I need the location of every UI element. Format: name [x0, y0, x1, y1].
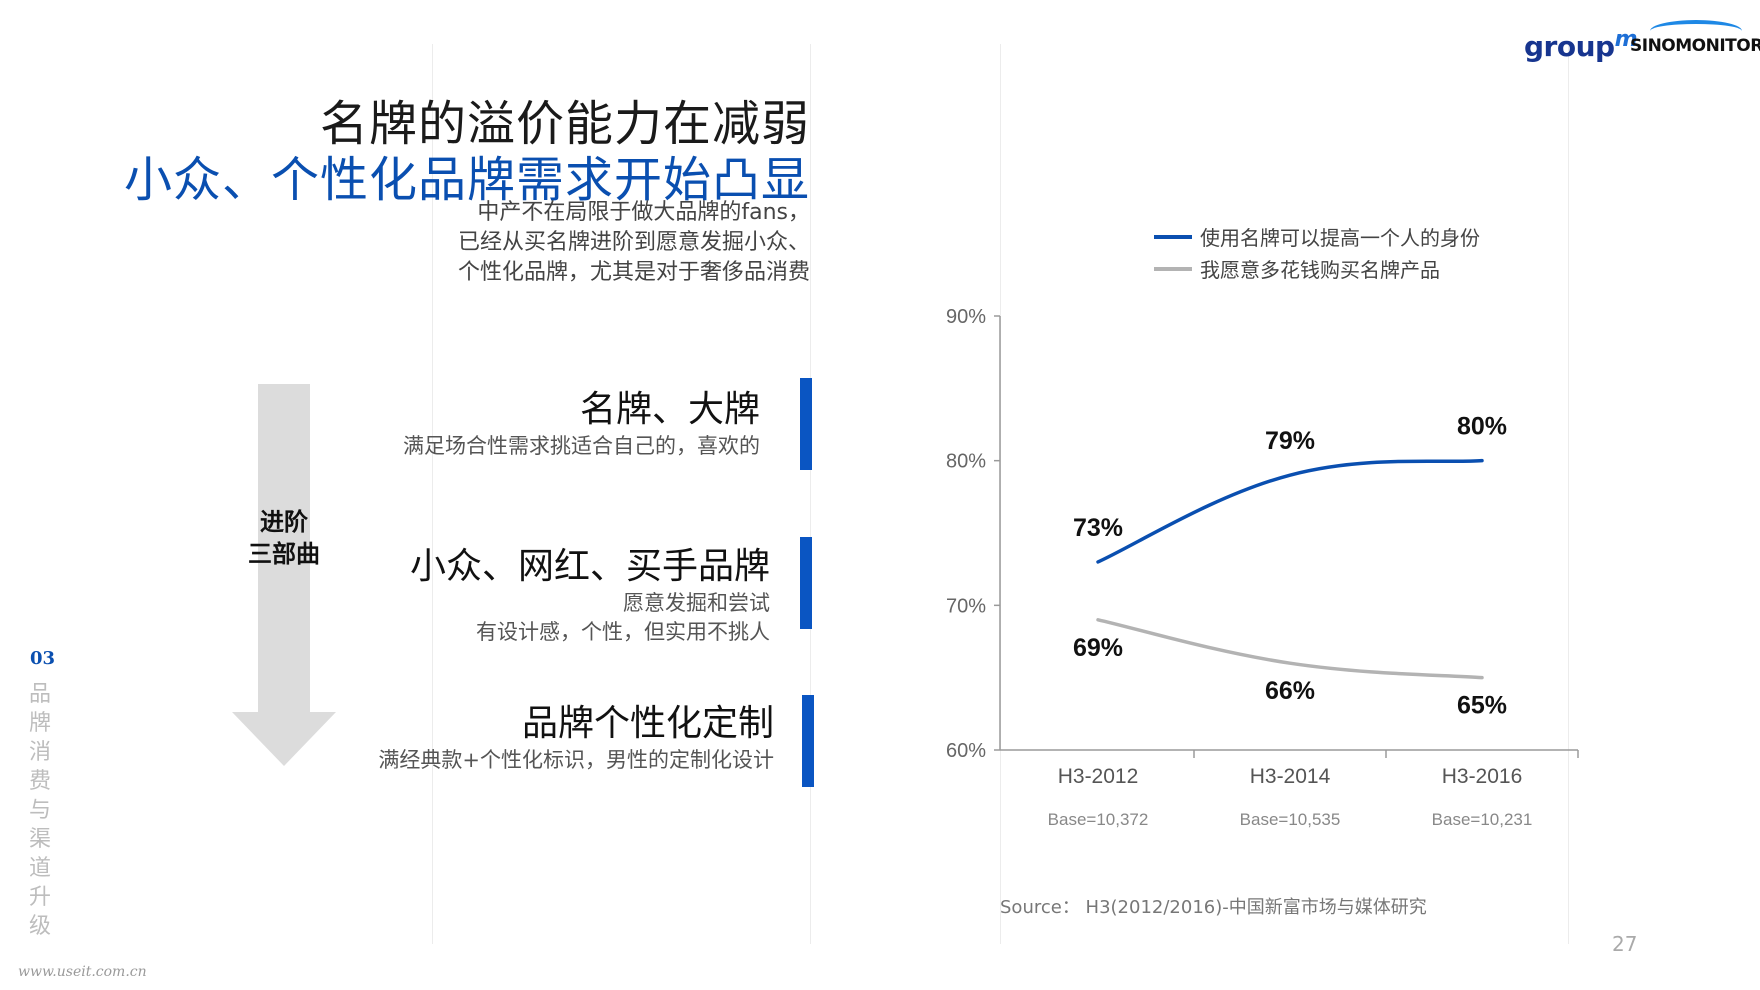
- stage-title: 名牌、大牌: [579, 389, 760, 430]
- legend-item-series-2: 我愿意多花钱购买名牌产品: [1154, 254, 1440, 283]
- legend-label: 使用名牌可以提高一个人的身份: [1200, 226, 1480, 250]
- data-label: 73%: [1073, 514, 1123, 542]
- guide-line: [432, 44, 433, 944]
- x-sublabel: Base=10,372: [1048, 810, 1149, 829]
- intro-text: 中产不在局限于做大品牌的fans， 已经从买名牌进阶到愿意发掘小众、 个性化品牌…: [458, 198, 810, 288]
- stage-2: 小众、网红、买手品牌 愿意发掘和尝试 有设计感，个性，但实用不挑人: [410, 545, 770, 647]
- stage-title: 品牌个性化定制: [521, 703, 774, 744]
- stage-bar: [800, 378, 812, 470]
- source-note: Source： H3(2012/2016)-中国新富市场与媒体研究: [1000, 897, 1427, 918]
- data-label: 79%: [1265, 427, 1315, 455]
- x-sublabel: Base=10,535: [1240, 810, 1341, 829]
- intro-line: 已经从买名牌进阶到愿意发掘小众、: [457, 230, 810, 255]
- guide-line: [810, 44, 811, 944]
- series-line-1: [1096, 458, 1484, 564]
- series-line-2: [1096, 618, 1484, 680]
- arrow-label: 进阶 三部曲: [248, 508, 320, 568]
- stage-bar: [800, 537, 812, 629]
- x-tick-label: H3-2012: [1058, 765, 1139, 788]
- arrow-down-icon: [232, 712, 336, 766]
- sinomonitor-logo: SINOMONITOR: [1630, 36, 1760, 56]
- guide-line: [1568, 44, 1569, 944]
- arrow-down-shaft: [258, 384, 310, 714]
- page-title: 名牌的溢价能力在减弱: [319, 96, 810, 152]
- data-label: 69%: [1073, 634, 1123, 662]
- legend-label: 我愿意多花钱购买名牌产品: [1200, 258, 1440, 282]
- sinomonitor-logo-arc: [1650, 20, 1742, 42]
- stage-desc: 有设计感，个性，但实用不挑人: [476, 620, 770, 644]
- stage-3: 品牌个性化定制 满经典款+个性化标识，男性的定制化设计: [378, 702, 774, 775]
- page-subtitle: 小众、个性化品牌需求开始凸显: [123, 152, 810, 208]
- y-tick-label: 60%: [946, 740, 986, 762]
- y-tick-label: 70%: [946, 595, 986, 617]
- groupm-logo: groupm: [1524, 27, 1638, 63]
- intro-line: 中产不在局限于做大品牌的fans，: [477, 200, 810, 225]
- stage-title: 小众、网红、买手品牌: [409, 546, 770, 587]
- stage-desc: 满足场合性需求挑适合自己的，喜欢的: [403, 434, 760, 458]
- intro-line: 个性化品牌，尤其是对于奢侈品消费: [457, 260, 810, 285]
- stage-bar: [802, 695, 814, 787]
- y-tick-label: 90%: [946, 306, 986, 328]
- section-label: 品牌消费与渠道升级: [28, 682, 51, 939]
- y-tick-label: 80%: [946, 451, 986, 473]
- page-number: 27: [1612, 932, 1638, 956]
- watermark: www.useit.com.cn: [18, 964, 147, 980]
- section-number: 03: [30, 648, 56, 669]
- legend-swatch: [1154, 234, 1192, 239]
- x-sublabel: Base=10,231: [1432, 810, 1533, 829]
- stage-desc: 满经典款+个性化标识，男性的定制化设计: [378, 748, 774, 772]
- x-tick-label: H3-2014: [1250, 765, 1331, 788]
- legend-swatch: [1154, 266, 1192, 271]
- legend-item-series-1: 使用名牌可以提高一个人的身份: [1154, 222, 1480, 251]
- stage-1: 名牌、大牌 满足场合性需求挑适合自己的，喜欢的: [403, 388, 760, 461]
- stage-desc: 愿意发掘和尝试: [623, 591, 770, 615]
- data-label: 65%: [1457, 692, 1507, 720]
- x-tick-label: H3-2016: [1442, 765, 1523, 788]
- data-label: 66%: [1265, 677, 1315, 705]
- data-label: 80%: [1457, 413, 1507, 441]
